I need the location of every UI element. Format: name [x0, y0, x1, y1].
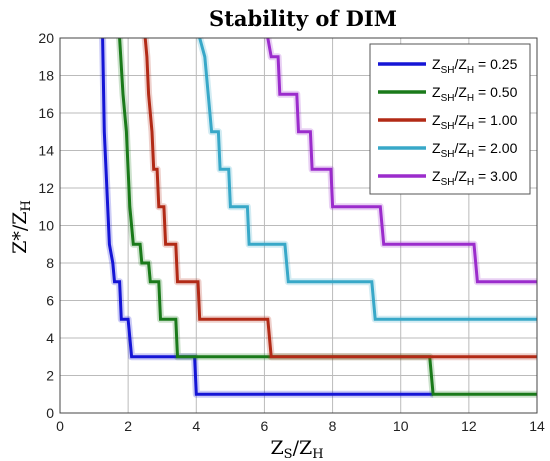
x-axis-label: ZS/ZH: [270, 437, 323, 461]
legend-entry: ZSH/ZH = 2.00: [432, 140, 518, 160]
series-line: [198, 37, 537, 321]
x-tick-label: 0: [56, 418, 64, 434]
y-tick-label: 14: [38, 143, 54, 159]
y-tick-label: 0: [46, 405, 54, 421]
y-tick-label: 12: [38, 180, 54, 196]
series-line: [143, 37, 537, 359]
x-tick-label: 14: [529, 418, 545, 434]
series-line: [266, 37, 537, 284]
y-tick-labels: 0 2 4 6 8 10 12 14 16 18 20: [38, 30, 54, 421]
x-tick-label: 10: [393, 418, 409, 434]
legend: ZSH/ZH = 0.25 ZSH/ZH = 0.50 ZSH/ZH = 1.00 Z…: [369, 43, 531, 195]
plot-frame: [59, 37, 538, 414]
y-tick-label: 16: [38, 105, 54, 121]
legend-entry: ZSH/ZH = 0.50: [432, 84, 518, 104]
x-tick-label: 12: [461, 418, 477, 434]
series-lines: [99, 37, 537, 398]
y-tick-label: 20: [38, 30, 54, 46]
chart-title: Stability of DIM: [209, 6, 397, 31]
legend-entry: ZSH/ZH = 0.25: [432, 56, 518, 76]
x-tick-label: 6: [261, 418, 269, 434]
y-tick-label: 10: [38, 218, 54, 234]
x-tick-label: 8: [329, 418, 337, 434]
legend-entry: ZSH/ZH = 3.00: [432, 168, 518, 188]
series-line: [118, 37, 537, 396]
x-tick-labels: 0 2 4 6 8 10 12 14: [56, 418, 545, 434]
x-tick-label: 2: [124, 418, 132, 434]
y-axis-label: Z*/ZH: [9, 200, 34, 254]
y-tick-label: 4: [46, 330, 54, 346]
y-tick-label: 8: [46, 255, 54, 271]
legend-entry: ZSH/ZH = 1.00: [432, 112, 518, 132]
y-tick-label: 18: [38, 68, 54, 84]
series-line: [101, 37, 434, 396]
y-tick-label: 6: [46, 293, 54, 309]
x-tick-label: 4: [192, 418, 200, 434]
y-tick-label: 2: [46, 368, 54, 384]
